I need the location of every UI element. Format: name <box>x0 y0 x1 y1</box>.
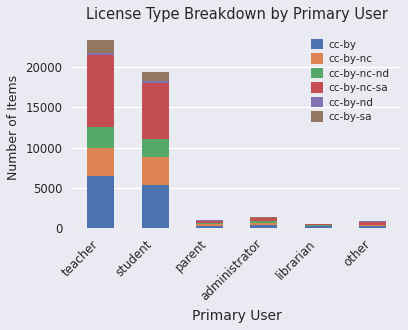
Bar <box>196 224 223 226</box>
Y-axis label: Number of Items: Number of Items <box>7 75 20 180</box>
Legend: cc-by, cc-by-nc, cc-by-nc-nd, cc-by-nc-sa, cc-by-nd, cc-by-sa: cc-by, cc-by-nc, cc-by-nc-nd, cc-by-nc-s… <box>305 32 396 128</box>
Bar <box>196 221 223 223</box>
Bar <box>305 225 332 226</box>
Bar <box>87 148 114 176</box>
X-axis label: Primary User: Primary User <box>192 309 282 323</box>
Bar <box>196 220 223 221</box>
Bar <box>142 81 169 83</box>
Bar <box>196 223 223 224</box>
Title: License Type Breakdown by Primary User: License Type Breakdown by Primary User <box>86 7 388 22</box>
Bar <box>250 225 277 228</box>
Bar <box>250 223 277 225</box>
Bar <box>250 218 277 221</box>
Bar <box>87 53 114 55</box>
Bar <box>142 185 169 228</box>
Bar <box>359 226 386 228</box>
Bar <box>196 226 223 228</box>
Bar <box>142 83 169 140</box>
Bar <box>250 217 277 218</box>
Bar <box>142 157 169 185</box>
Bar <box>142 140 169 157</box>
Bar <box>305 224 332 225</box>
Bar <box>87 127 114 148</box>
Bar <box>359 221 386 225</box>
Bar <box>87 40 114 53</box>
Bar <box>305 226 332 228</box>
Bar <box>142 72 169 81</box>
Bar <box>87 55 114 127</box>
Bar <box>359 225 386 226</box>
Bar <box>87 176 114 228</box>
Bar <box>250 221 277 223</box>
